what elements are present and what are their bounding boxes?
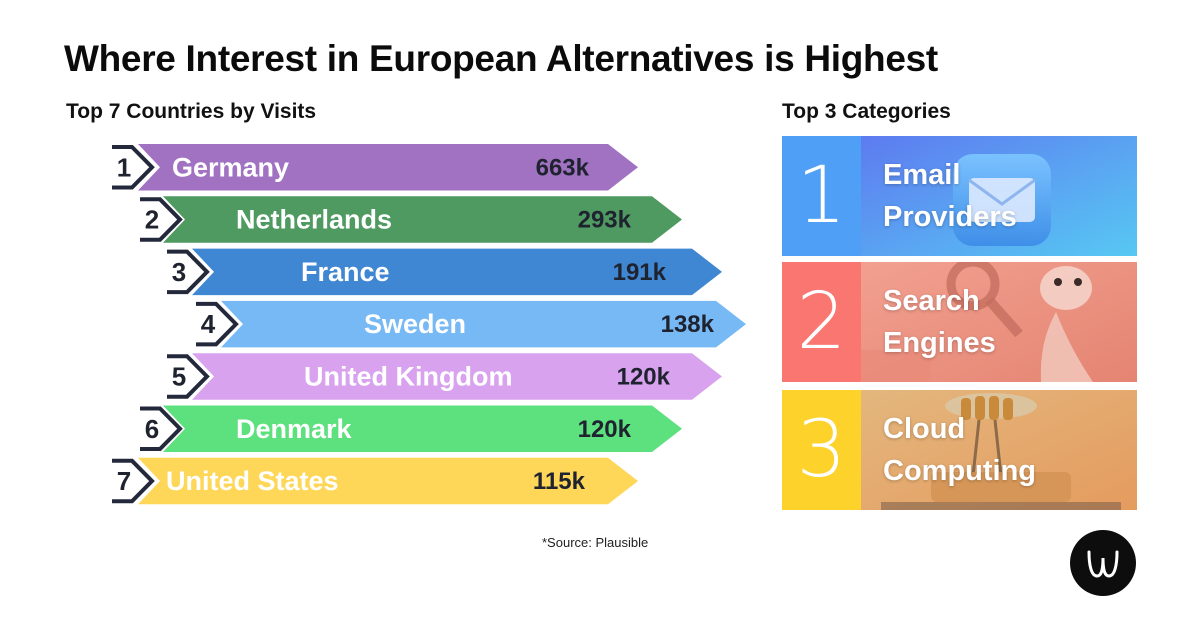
category-label-line2: Computing [883, 455, 1037, 487]
category-label-line2: Engines [883, 327, 996, 359]
countries-chart: 1 Germany 663k 2 Netherlands 293k 3 France 191k 4… [112, 144, 746, 505]
country-label: Germany [172, 152, 289, 182]
category-rank: 2 [782, 262, 861, 382]
category-card-email: 1 Email Providers [782, 136, 1137, 256]
rank-chevron-icon [167, 249, 210, 295]
country-row: 7 United States 115k [112, 457, 638, 505]
country-row: 4 Sweden 138k [196, 300, 746, 348]
rank-chevron-icon [140, 197, 183, 242]
category-label-line1: Email [883, 159, 961, 191]
country-row: 2 Netherlands 293k [140, 196, 682, 243]
country-label: United States [166, 466, 339, 496]
categories-subtitle: Top 3 Categories [782, 100, 951, 123]
country-row: 1 Germany 663k [112, 144, 638, 191]
country-row: 6 Denmark 120k [140, 405, 682, 452]
rank-label: 3 [172, 257, 186, 287]
country-bar [192, 248, 722, 296]
source-note: *Source: Plausible [542, 535, 649, 550]
category-label: Search Engines [883, 280, 996, 364]
rank-label: 2 [145, 205, 159, 235]
category-label-line1: Search [883, 285, 980, 317]
country-row: 3 France 191k [167, 248, 722, 296]
country-bar [138, 457, 638, 505]
country-label: United Kingdom [304, 361, 512, 391]
country-bar [192, 353, 722, 400]
rank-chevron-icon [112, 145, 155, 190]
rank-label: 1 [117, 152, 131, 182]
category-image [861, 390, 1137, 510]
rank-label: 5 [172, 361, 186, 391]
category-label-line2: Providers [883, 201, 1017, 233]
visits-value-label: 293k [578, 207, 632, 234]
country-label: Denmark [236, 414, 353, 444]
category-card-cloud: 3 Cloud Computing [782, 390, 1137, 510]
category-image [861, 262, 1137, 382]
country-bar [138, 144, 638, 191]
page-title: Where Interest in European Alternatives … [64, 38, 938, 79]
brand-logo-icon [1070, 530, 1136, 596]
country-bar [163, 405, 682, 452]
category-rank: 1 [782, 136, 861, 256]
rank-label: 4 [201, 309, 216, 339]
country-label: Netherlands [236, 205, 392, 235]
category-card-search: 2 Search Engines [782, 262, 1137, 382]
rank-chevron-icon [167, 354, 210, 399]
visits-value-label: 120k [578, 416, 632, 443]
category-image [861, 136, 1137, 256]
rank-chevron-icon [140, 406, 183, 451]
country-label: France [301, 257, 390, 287]
visits-value-label: 191k [613, 259, 667, 286]
category-rank: 3 [782, 390, 861, 510]
country-label: Sweden [364, 309, 466, 339]
magnifier-robot-icon [861, 262, 1137, 382]
category-label-line1: Cloud [883, 413, 966, 445]
country-row: 5 United Kingdom 120k [167, 353, 722, 400]
cloud-chip-icon [861, 390, 1137, 510]
rank-chevron-icon [196, 301, 239, 347]
category-label: Email Providers [883, 154, 1017, 238]
country-bar [221, 300, 746, 348]
countries-subtitle: Top 7 Countries by Visits [66, 100, 317, 123]
visits-value-label: 138k [661, 311, 715, 338]
rank-chevron-icon [112, 458, 155, 504]
visits-value-label: 115k [533, 468, 586, 495]
visits-value-label: 120k [617, 363, 671, 390]
category-label: Cloud Computing [883, 408, 1036, 492]
envelope-icon [861, 136, 1137, 256]
visits-value-label: 663k [536, 154, 590, 181]
country-bar [163, 196, 682, 243]
rank-label: 7 [117, 466, 131, 496]
rank-label: 6 [145, 414, 159, 444]
